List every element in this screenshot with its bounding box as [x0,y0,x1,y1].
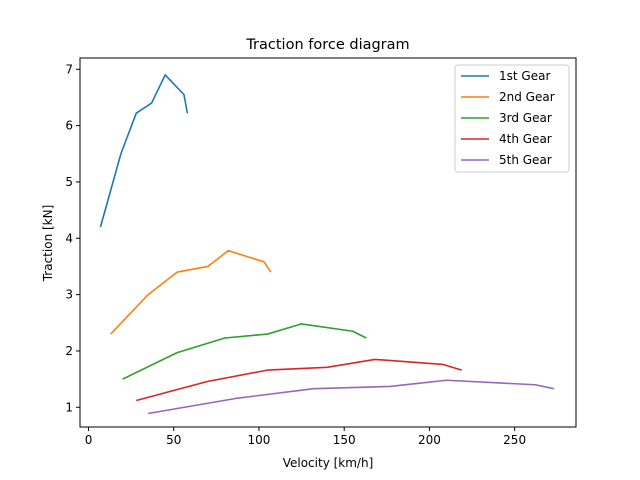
legend-label-3: 3rd Gear [499,111,552,125]
x-tick-label: 0 [85,433,93,447]
y-axis-label: Traction [kN] [41,205,55,283]
series-line-2 [110,249,272,335]
legend-box [454,64,570,173]
chart-title: Traction force diagram [245,37,409,53]
series-line-4 [136,358,463,402]
y-tick-label: 4 [65,231,73,245]
x-tick-label: 50 [166,433,181,447]
legend: 1st Gear 2nd Gear 3rd Gear 4th Gear 5th Gear [454,64,570,173]
series-line-3 [122,323,367,380]
y-tick-label: 3 [65,288,73,302]
x-tick-label: 200 [418,433,441,447]
plot-lines [99,74,555,415]
y-tick-label: 1 [65,400,73,414]
x-axis-label: Velocity [km/h] [283,456,374,470]
y-tick-label: 6 [65,119,73,133]
plot-frame [79,57,577,428]
legend-label-1: 1st Gear [499,69,550,83]
y-axis: 1 2 3 4 5 6 7 [65,62,80,414]
legend-label-5: 5th Gear [499,153,552,167]
x-tick-label: 250 [503,433,526,447]
y-tick-label: 7 [65,62,73,76]
series-line-5 [148,379,555,415]
series-line-1 [99,74,189,228]
legend-label-2: 2nd Gear [499,90,555,104]
x-tick-label: 150 [333,433,356,447]
legend-label-4: 4th Gear [499,132,552,146]
x-axis: 0 50 100 150 200 250 [85,427,526,447]
y-tick-label: 2 [65,344,73,358]
y-tick-label: 5 [65,175,73,189]
x-tick-label: 100 [248,433,271,447]
